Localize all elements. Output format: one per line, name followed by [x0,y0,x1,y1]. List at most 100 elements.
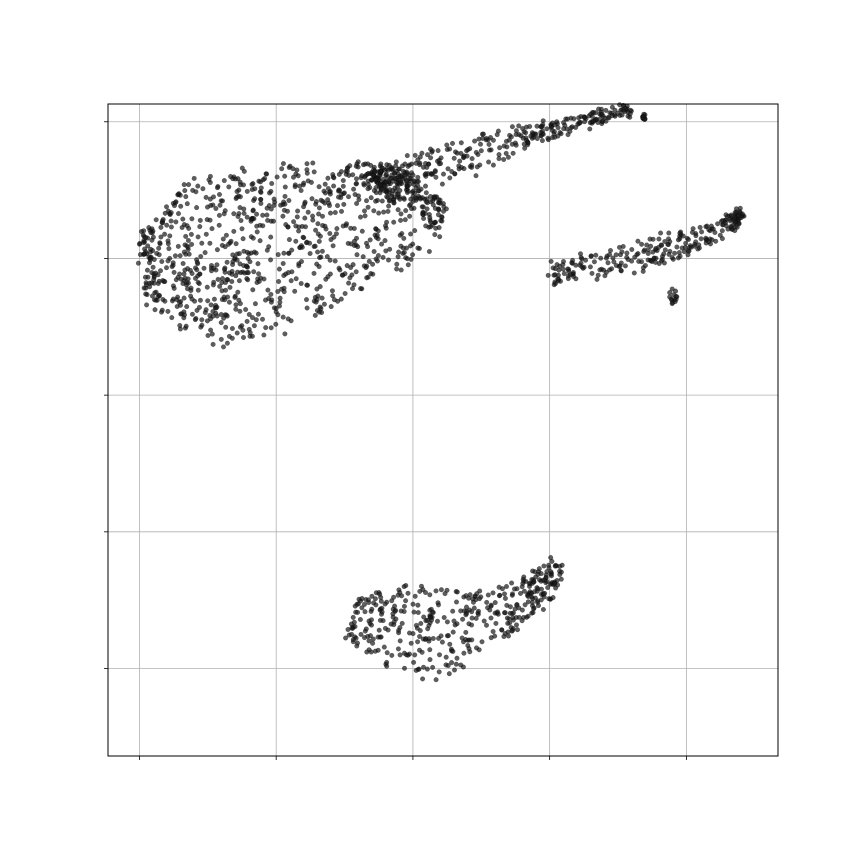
scatter-point [570,270,576,276]
scatter-point [411,178,417,184]
scatter-point [514,622,520,628]
scatter-point [379,241,385,247]
scatter-point [275,289,281,295]
scatter-point [715,221,721,227]
scatter-point [510,591,516,597]
scatter-point [349,631,355,637]
scatter-point [387,246,393,252]
scatter-point [390,166,396,172]
scatter-point [397,638,403,644]
scatter-point [426,623,432,629]
scatter-point [241,210,247,216]
scatter-point [304,161,310,167]
scatter-point [243,307,249,313]
scatter-point [217,283,223,289]
scatter-point [427,657,433,663]
scatter-point [672,250,678,256]
scatter-point [695,246,701,252]
scatter-point [368,649,374,655]
scatter-point [411,609,417,615]
scatter-point [345,627,351,633]
scatter-point [619,112,625,118]
scatter-point [311,243,317,249]
scatter-point [629,246,635,252]
scatter-point [679,245,685,251]
scatter-point [577,119,583,125]
scatter-point [340,183,346,189]
scatter-point [372,596,378,602]
scatter-point [245,277,251,283]
scatter-point [533,574,539,580]
scatter-point [545,135,551,141]
scatter-point [443,654,449,660]
scatter-point [258,185,264,191]
scatter-point [594,276,600,282]
scatter-point [411,659,417,665]
scatter-point [429,222,435,228]
scatter-point [237,308,243,314]
scatter-point [461,154,467,160]
scatter-point [286,237,292,243]
scatter-point [536,603,542,609]
scatter-point [685,248,691,254]
scatter-point [327,230,333,236]
scatter-point [453,661,459,667]
scatter-point [601,267,607,273]
scatter-point [400,245,406,251]
scatter-point [330,174,336,180]
scatter-point [281,207,287,213]
scatter-point [570,257,576,263]
scatter-point [363,626,369,632]
scatter-point [177,253,183,259]
scatter-point [696,242,702,248]
scatter-point [332,209,338,215]
scatter-point [433,225,439,231]
scatter-point [403,598,409,604]
scatter-point [469,162,475,168]
scatter-point [316,205,322,211]
scatter-point [383,172,389,178]
scatter-point [210,309,216,315]
scatter-point [736,220,742,226]
scatter-point [350,286,356,292]
scatter-point [177,323,183,329]
scatter-point [271,218,277,224]
scatter-point [438,633,444,639]
scatter-point [223,312,229,318]
scatter-point [450,629,456,635]
scatter-point [554,119,560,125]
scatter-point [246,312,252,318]
scatter-point [181,295,187,301]
scatter-point [312,312,318,318]
scatter-point [447,641,453,647]
scatter-point [355,609,361,615]
scatter-point [370,636,376,642]
scatter-point [348,241,354,247]
scatter-point [403,208,409,214]
scatter-point [502,595,508,601]
scatter-point [313,227,319,233]
scatter-point [538,597,544,603]
scatter-point [520,135,526,141]
scatter-point [232,176,238,182]
scatter-point [297,183,303,189]
scatter-point [313,199,319,205]
scatter-point [255,311,261,317]
scatter-point [595,272,601,278]
scatter-point [226,270,232,276]
scatter-point [164,222,170,228]
scatter-point [168,210,174,216]
scatter-point [203,307,209,313]
scatter-point [327,203,333,209]
scatter-point [338,296,344,302]
scatter-point [394,266,400,272]
scatter-point [408,256,414,262]
scatter-point [454,150,460,156]
scatter-point [279,286,285,292]
scatter-point [544,126,550,132]
scatter-point [171,285,177,291]
scatter-point [397,177,403,183]
scatter-point [207,173,213,179]
scatter-point [401,609,407,615]
